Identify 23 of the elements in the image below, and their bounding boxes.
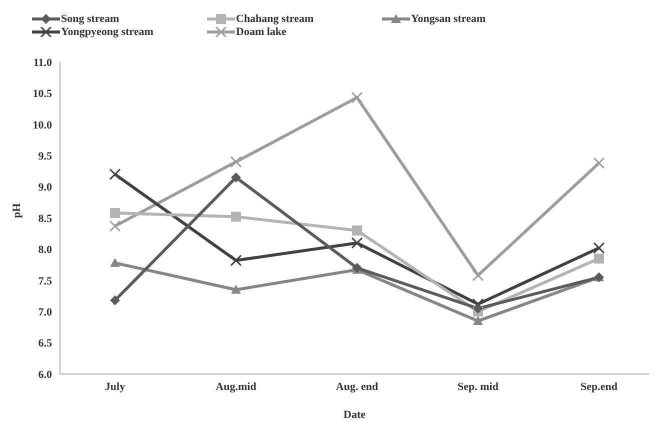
x-tick-label: July	[104, 380, 126, 393]
x-axis-title: Date	[344, 409, 366, 421]
y-tick-label: 7.0	[38, 306, 52, 319]
y-tick-label: 9.5	[38, 150, 52, 163]
x-tick-label: Aug.mid	[216, 380, 256, 393]
x-tick-label: Sep. mid	[458, 380, 498, 393]
y-tick-label: 6.5	[38, 338, 52, 350]
legend-label: Chahang stream	[236, 12, 314, 24]
y-tick-label: 6.0	[38, 368, 52, 381]
y-tick-label: 7.5	[38, 275, 52, 288]
y-tick-label: 11.0	[33, 56, 52, 69]
y-axis-title: pH	[10, 202, 23, 218]
legend-label: Yongpyeong stream	[61, 26, 154, 38]
y-tick-label: 9.0	[38, 182, 52, 194]
x-tick-label: Sep.end	[580, 380, 618, 393]
legend-label: Song stream	[61, 12, 120, 24]
legend-label: Yongsan stream	[411, 12, 486, 24]
y-tick-label: 8.5	[38, 212, 52, 225]
x-tick-label: Aug. end	[336, 380, 378, 393]
y-tick-label: 10.5	[32, 88, 52, 100]
legend-label: Doam lake	[236, 26, 286, 38]
y-tick-label: 8.0	[38, 244, 52, 256]
y-tick-label: 10.0	[32, 119, 52, 132]
